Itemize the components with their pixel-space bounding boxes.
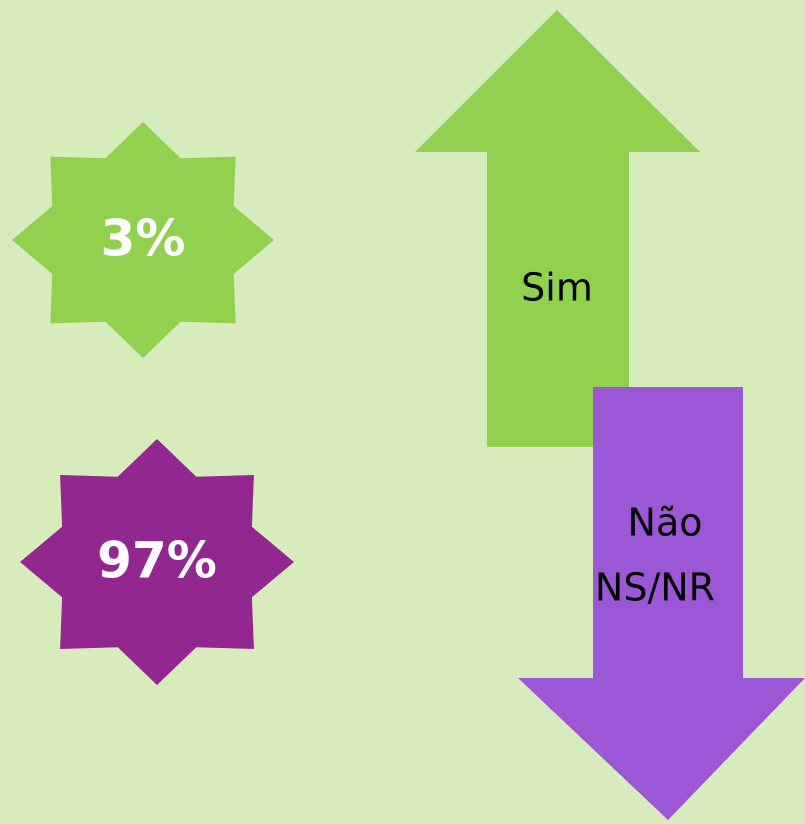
up-arrow — [415, 10, 700, 447]
arrow-label: NS/NR — [595, 566, 715, 610]
down-arrow — [518, 387, 805, 820]
star — [12, 122, 274, 358]
arrow-label: Não — [628, 501, 703, 545]
star-label: 3% — [101, 210, 186, 268]
arrow-label: Sim — [521, 266, 593, 310]
star-label: 97% — [97, 532, 217, 590]
star — [20, 439, 294, 685]
